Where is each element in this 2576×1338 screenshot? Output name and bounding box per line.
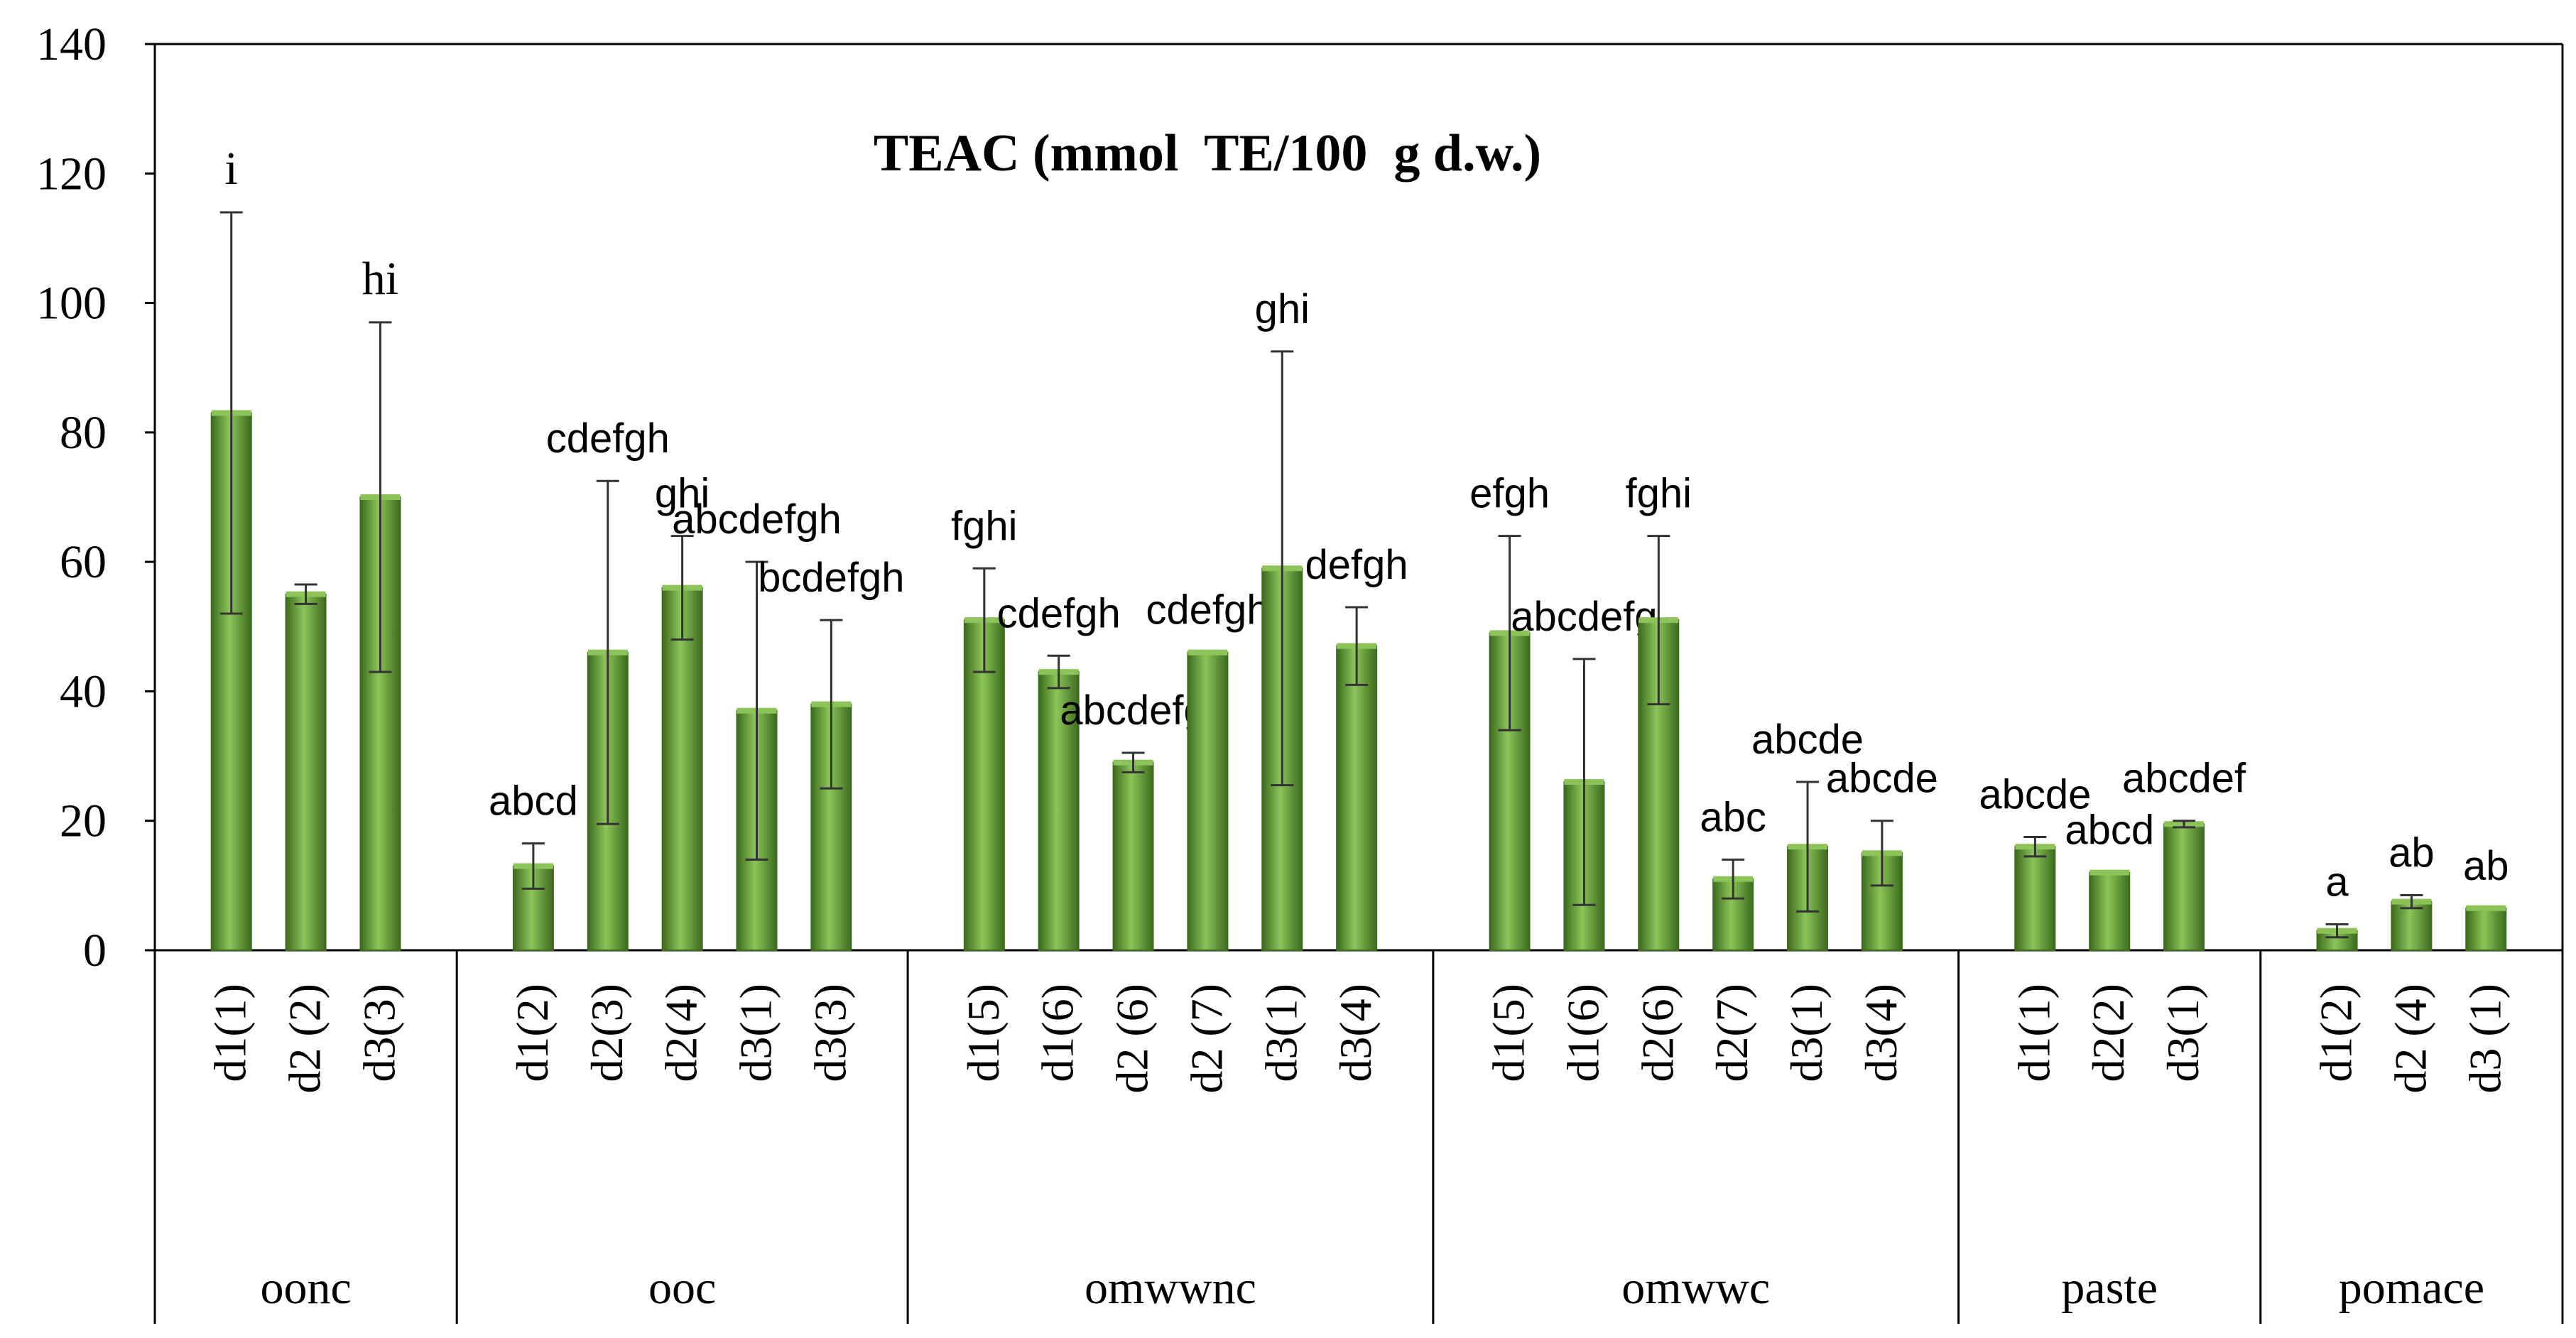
bar — [2391, 901, 2433, 951]
data-label: abcdefg — [1060, 687, 1206, 734]
x-tick-label: d3(1) — [2158, 984, 2208, 1082]
group-label: omwwnc — [1085, 1262, 1256, 1314]
data-label: fghi — [951, 503, 1018, 549]
y-tick-label: 60 — [60, 536, 107, 588]
y-axis: 0 20 40 60 80 100 120 140 — [36, 18, 155, 977]
x-tick-label: d3(1) — [731, 984, 781, 1082]
x-tick-label: d1(2) — [507, 984, 558, 1082]
bar — [1336, 645, 1378, 952]
y-tick-label: 80 — [60, 407, 107, 459]
bar — [2089, 871, 2131, 951]
x-tick-label: d2(2) — [2083, 984, 2134, 1082]
bar-cap — [1188, 649, 1228, 656]
group-label: paste — [2061, 1262, 2158, 1314]
x-tick-label: d2(6) — [1632, 984, 1683, 1082]
x-tick-label: d1(1) — [2009, 984, 2059, 1082]
data-label: hi — [362, 253, 398, 305]
data-label: a — [2325, 859, 2349, 905]
data-label: abcde — [1751, 717, 1864, 763]
data-label: ghi — [655, 471, 710, 517]
x-tick-label: d3(3) — [805, 984, 855, 1082]
bar — [963, 619, 1005, 952]
data-label: ab — [2388, 830, 2435, 876]
data-label: defgh — [1305, 542, 1408, 588]
x-tick-label: d2(4) — [656, 984, 707, 1082]
data-label: fghi — [1626, 471, 1692, 517]
data-label: abcde — [1979, 772, 2091, 818]
data-label: abcd — [2065, 807, 2154, 854]
group-label: pomace — [2339, 1262, 2484, 1314]
x-tick-label: d1(2) — [2311, 984, 2362, 1082]
x-tick-label: d2(7) — [1707, 984, 1757, 1082]
group-label: omwwc — [1621, 1262, 1770, 1314]
x-tick-label: d1(6) — [1033, 984, 1083, 1082]
bar — [512, 865, 554, 951]
x-axis: oonc d1(1) d2 (2) d3(3) ooc d1(2) d2(3) d2(4) d3… — [205, 950, 2510, 1324]
data-label: abc — [1700, 794, 1766, 840]
x-tick-label: d2 (7) — [1181, 984, 1232, 1094]
y-tick-label: 0 — [83, 925, 107, 977]
x-tick-label: d3 (1) — [2460, 984, 2510, 1094]
y-tick-label: 40 — [60, 665, 107, 717]
data-label: abcdef — [2122, 756, 2246, 802]
x-tick-label: d3(1) — [1256, 984, 1306, 1082]
data-label: bcdefgh — [758, 555, 904, 601]
data-label: cdefgh — [1146, 587, 1269, 633]
bar — [1187, 651, 1229, 951]
x-tick-label: d2 (2) — [280, 984, 330, 1094]
bar — [2163, 823, 2205, 952]
data-label: cdefgh — [997, 590, 1121, 636]
x-tick-label: d1(6) — [1558, 984, 1608, 1082]
x-tick-label: d3(4) — [1856, 984, 1906, 1082]
bar-cap — [2466, 905, 2506, 911]
x-tick-label: d2 (4) — [2385, 984, 2435, 1094]
x-tick-label: d3(4) — [1330, 984, 1381, 1082]
data-label: abcd — [489, 778, 578, 825]
bar — [2465, 907, 2507, 952]
x-tick-label: d1(5) — [1484, 984, 1534, 1082]
bar — [1038, 671, 1080, 951]
data-label: i — [225, 143, 238, 195]
y-tick-label: 120 — [36, 148, 107, 200]
y-tick-label: 100 — [36, 278, 107, 330]
x-tick-label: d1(5) — [958, 984, 1009, 1082]
bar — [661, 587, 703, 951]
bar — [1112, 761, 1154, 951]
chart-title: TEAC (mmol TE/100 g d.w.) — [874, 124, 1541, 183]
group-label: ooc — [648, 1262, 716, 1314]
data-label: abcde — [1826, 756, 1938, 802]
x-tick-label: d3(3) — [354, 984, 404, 1082]
x-tick-label: d3(1) — [1781, 984, 1832, 1082]
data-label: ghi — [1255, 286, 1310, 332]
x-tick-label: d2 (6) — [1107, 984, 1158, 1094]
y-tick-label: 140 — [36, 18, 107, 70]
data-label: abcdefg — [1511, 594, 1657, 640]
data-label: abcdefgh — [672, 496, 842, 543]
bar-cap — [2089, 869, 2130, 876]
y-tick-label: 20 — [60, 795, 107, 847]
group-label: oonc — [260, 1262, 351, 1314]
x-tick-label: d1(1) — [205, 984, 256, 1082]
x-tick-label: d2(3) — [582, 984, 632, 1082]
data-label: efgh — [1469, 471, 1550, 517]
bar — [285, 593, 327, 951]
data-label: ab — [2463, 843, 2509, 889]
bars: ihiabcdcdefghghiabcdefghbcdefghfghicdefg… — [210, 143, 2509, 952]
bar — [2014, 846, 2056, 951]
data-label: cdefgh — [546, 415, 670, 462]
